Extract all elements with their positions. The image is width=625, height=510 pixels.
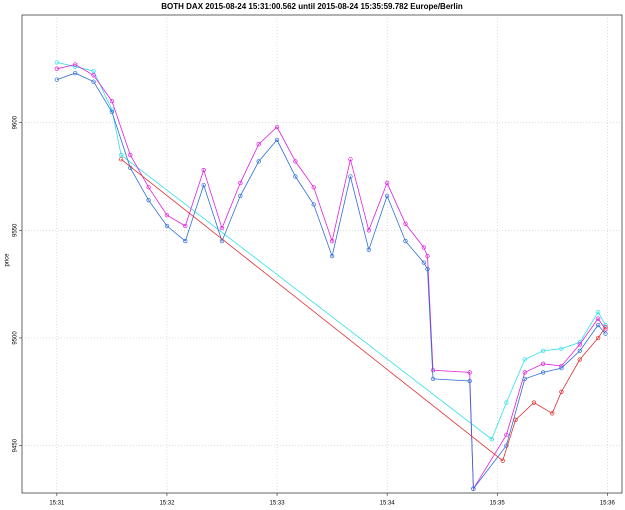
data-point — [513, 417, 518, 422]
data-point — [403, 221, 408, 227]
data-point — [522, 357, 527, 362]
y-tick-label: 9550 — [13, 223, 19, 237]
data-point — [504, 432, 509, 438]
data-point — [425, 254, 430, 259]
data-point — [559, 389, 564, 394]
data-point — [73, 62, 78, 67]
data-point — [118, 157, 124, 162]
data-point — [274, 137, 280, 143]
data-point — [595, 316, 601, 321]
data-point — [504, 443, 509, 448]
plot-frame — [21, 14, 623, 494]
chart-title: BOTH DAX 2015-08-24 15:31:00.562 until 2… — [161, 2, 463, 11]
data-point — [183, 238, 188, 244]
x-tick-label: 15:36 — [600, 501, 616, 507]
data-point — [504, 400, 509, 405]
data-point — [311, 185, 316, 190]
y-axis-label: price — [5, 253, 11, 267]
data-point — [559, 365, 564, 371]
data-point — [603, 322, 608, 328]
data-point — [164, 213, 170, 218]
data-point — [603, 325, 608, 330]
data-point — [91, 73, 96, 78]
data-point — [430, 376, 436, 382]
data-point — [384, 193, 390, 199]
data-point — [146, 198, 151, 203]
data-point — [522, 370, 527, 375]
data-point — [531, 400, 537, 405]
data-point — [238, 180, 243, 186]
data-point — [91, 79, 96, 84]
series-line — [56, 64, 606, 491]
data-point — [595, 309, 601, 315]
data-point — [577, 342, 582, 347]
data-point — [54, 66, 60, 71]
data-point — [348, 174, 353, 179]
x-tick-label: 15:35 — [490, 501, 506, 507]
data-point — [595, 322, 601, 328]
data-point — [201, 167, 206, 173]
data-point — [540, 361, 546, 366]
data-point — [348, 157, 353, 162]
data-point — [109, 98, 115, 104]
data-point — [54, 60, 60, 65]
x-tick-label: 15:33 — [270, 501, 286, 507]
data-point — [146, 185, 151, 190]
series-line — [56, 62, 606, 440]
data-point — [54, 77, 60, 82]
data-point — [559, 346, 564, 351]
data-point — [274, 124, 280, 130]
data-point — [118, 152, 124, 158]
data-point — [467, 378, 472, 384]
data-point — [219, 226, 225, 231]
data-point — [311, 202, 316, 207]
data-point — [467, 370, 472, 375]
data-point — [595, 335, 601, 341]
x-tick-label: 15:31 — [49, 501, 65, 507]
data-point — [540, 370, 546, 375]
series-line — [56, 72, 606, 490]
data-point — [293, 159, 298, 164]
data-point — [471, 486, 476, 491]
data-point — [421, 245, 426, 250]
data-point — [540, 348, 546, 354]
data-point — [329, 238, 335, 244]
data-point — [256, 159, 261, 164]
data-point — [403, 238, 408, 244]
data-point — [577, 357, 582, 362]
data-point — [238, 193, 243, 199]
data-point — [384, 180, 390, 186]
x-tick-label: 15:32 — [159, 501, 175, 507]
data-point — [366, 228, 371, 233]
data-point — [489, 437, 494, 442]
data-point — [550, 411, 555, 416]
data-point — [183, 223, 188, 229]
data-point — [91, 68, 96, 74]
data-point — [500, 458, 505, 463]
y-tick-label: 9600 — [13, 115, 19, 129]
data-point — [329, 254, 335, 259]
data-point — [201, 182, 206, 188]
data-point — [425, 266, 430, 272]
data-point — [577, 348, 582, 354]
data-point — [109, 109, 115, 115]
y-tick-label: 9450 — [13, 438, 19, 452]
data-point — [256, 142, 261, 147]
data-point — [522, 376, 527, 382]
series-line — [120, 158, 606, 462]
data-point — [421, 260, 426, 265]
data-point — [603, 331, 608, 336]
data-point — [73, 70, 78, 76]
data-point — [128, 152, 133, 158]
data-point — [366, 247, 371, 252]
x-tick-label: 15:34 — [380, 501, 396, 507]
y-tick-label: 9500 — [13, 331, 19, 345]
data-point — [293, 174, 298, 179]
data-point — [164, 223, 170, 229]
